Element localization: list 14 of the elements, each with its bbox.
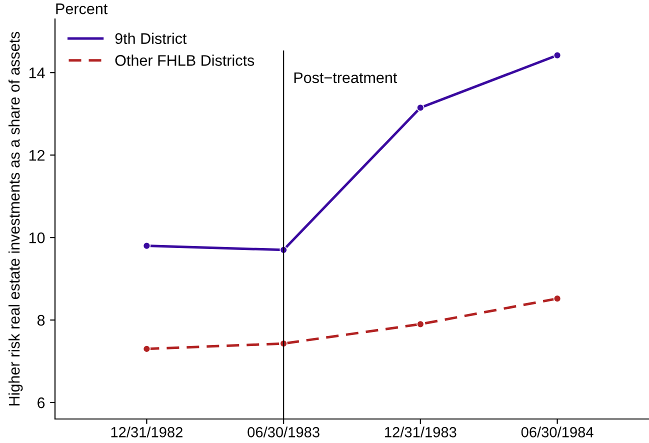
x-tick-label: 12/31/1983 [385,426,456,438]
y-tick-label: 6 [38,397,45,408]
x-tick-label: 06/30/1984 [521,426,594,438]
text: Percent [56,4,108,14]
y-axis-title: Higher risk real estate investments as a share of assets [8,32,23,406]
ref-line-label: Post−treatment [294,72,398,84]
x-tick-label: 12/31/1982 [111,426,182,438]
x-tick-label: 06/30/1983 [248,426,320,438]
legend-label: 9th District [115,32,187,44]
legend-label: Other FHLB Districts [115,54,254,66]
y-tick-label: 8 [37,314,45,326]
y-tick-label: 10 [29,232,45,244]
y-tick-label: 14 [29,68,45,78]
y-tick-label: 12 [29,150,45,161]
